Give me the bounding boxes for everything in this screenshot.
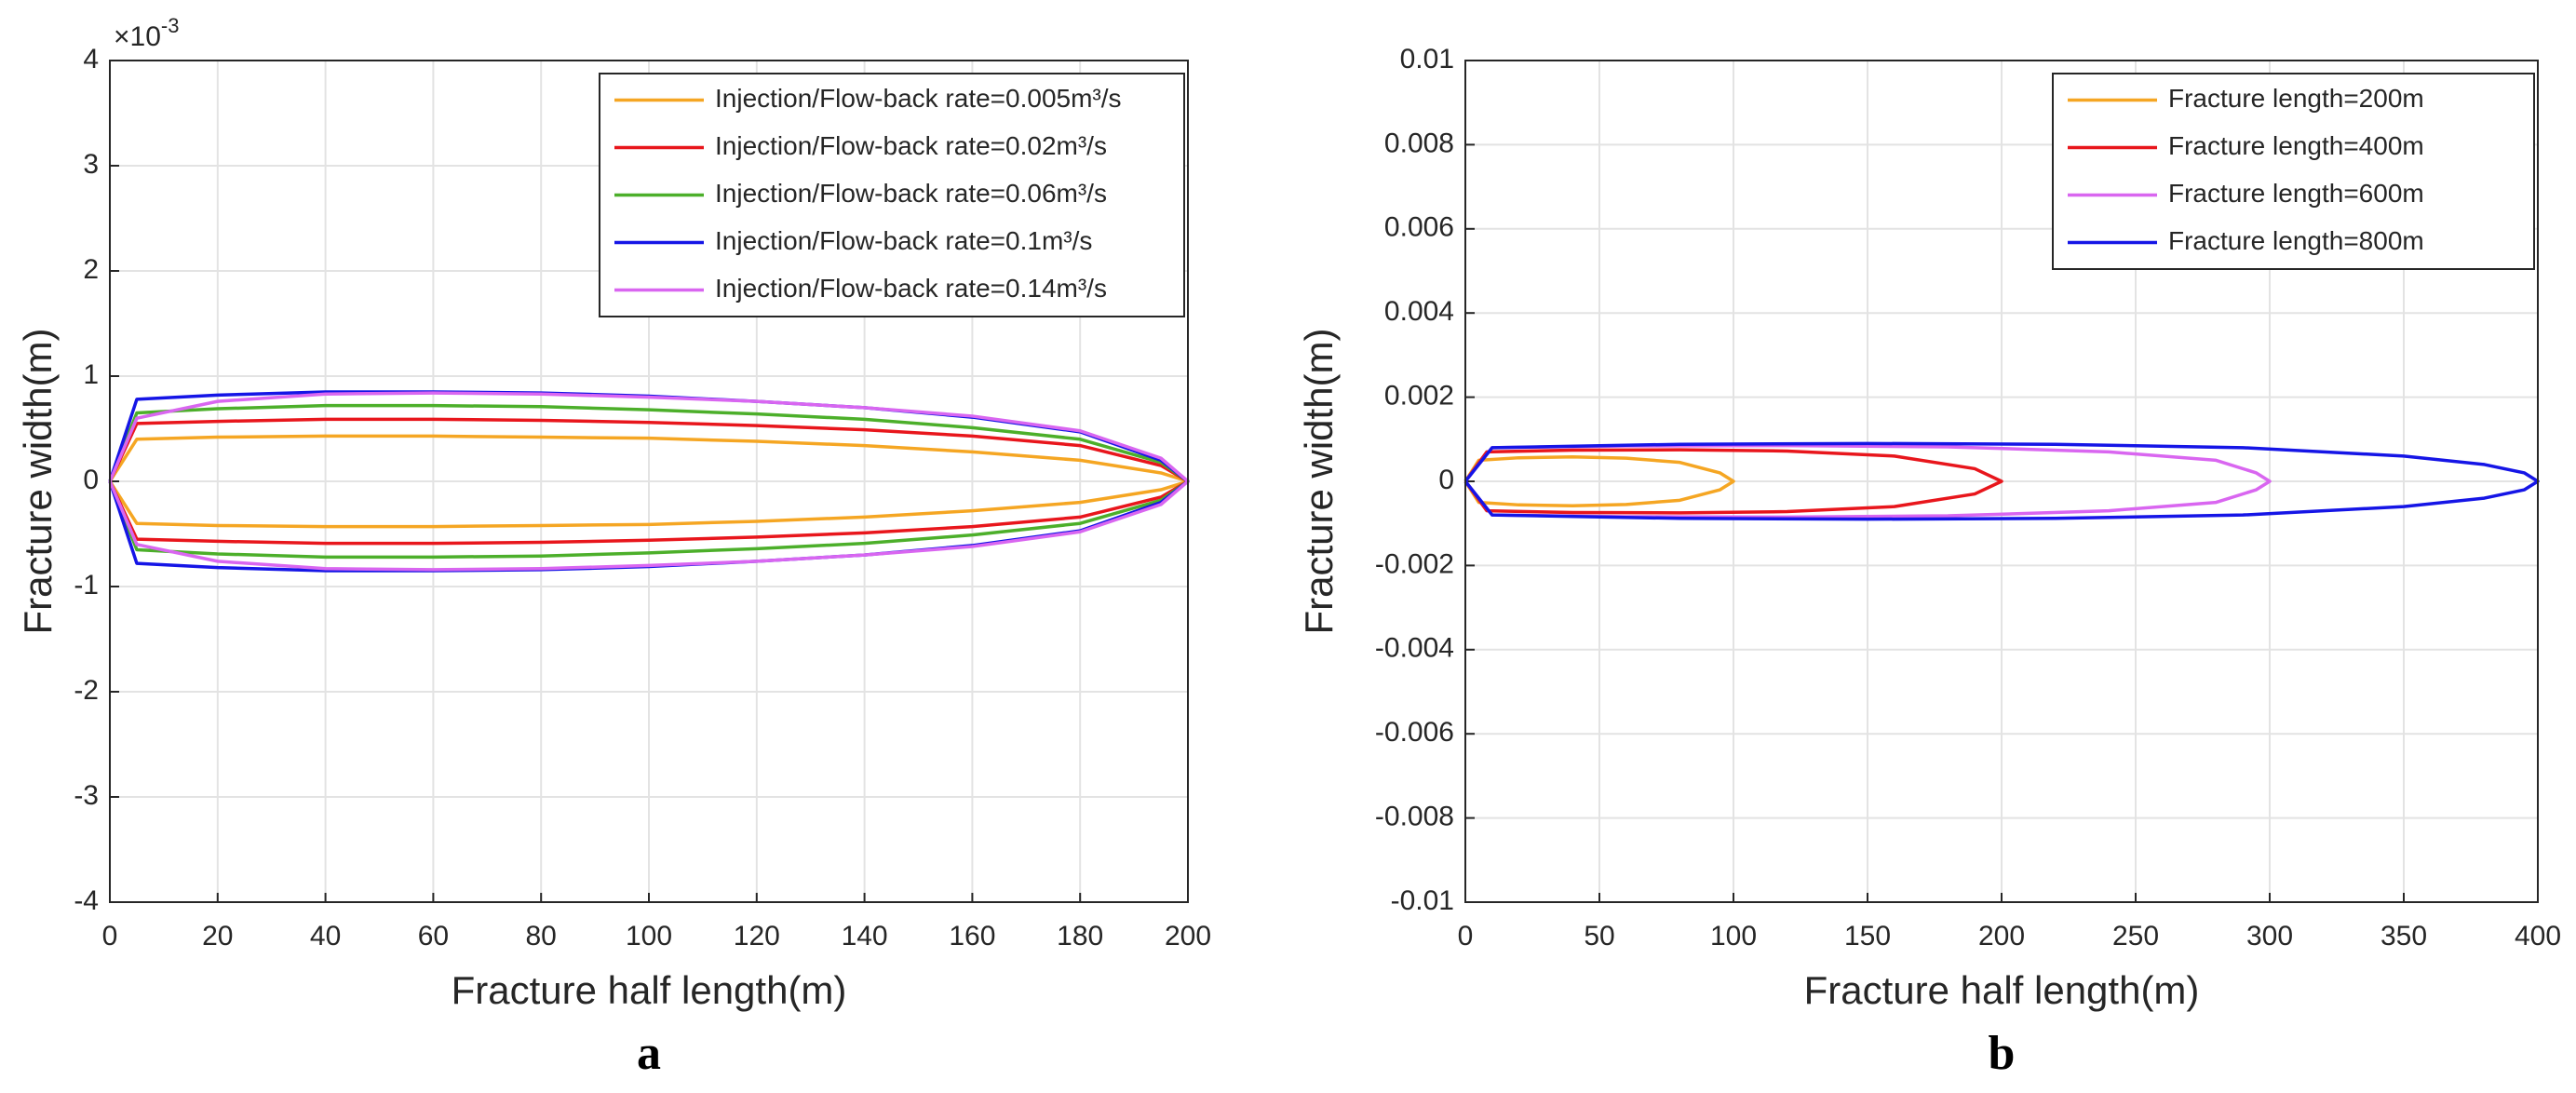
x-tick-label: 40: [310, 921, 341, 951]
y-tick-label: -4: [74, 885, 99, 916]
y-multiplier: ×10-3: [114, 14, 179, 52]
series-line: [1463, 448, 2003, 515]
legend-label: Injection/Flow-back rate=0.02m³/s: [715, 131, 1107, 160]
x-tick-label: 140: [842, 921, 888, 951]
x-tick-label: 80: [526, 921, 557, 951]
y-tick-label: -3: [74, 780, 99, 811]
x-axis-label: Fracture half length(m): [1804, 968, 2200, 1012]
subplot-label: a: [637, 1027, 661, 1080]
y-multiplier-base: ×10: [114, 21, 161, 52]
y-tick-label: -0.01: [1391, 885, 1454, 916]
subplot-label: b: [1989, 1027, 2016, 1080]
y-tick-label: -2: [74, 675, 99, 706]
series-line: [1463, 443, 2272, 520]
legend-label: Fracture length=600m: [2168, 179, 2424, 208]
legend-label: Injection/Flow-back rate=0.1m³/s: [715, 226, 1092, 255]
x-axis-label: Fracture half length(m): [452, 968, 847, 1012]
x-tick-label: 120: [734, 921, 780, 951]
x-tick-label: 20: [202, 921, 233, 951]
y-tick-label: 2: [83, 254, 99, 285]
axes-box: [1464, 60, 2539, 903]
y-tick-label: -1: [74, 570, 99, 600]
legend-label: Injection/Flow-back rate=0.005m³/s: [715, 84, 1122, 113]
y-tick-label: 0.01: [1400, 44, 1454, 74]
y-tick-label: -0.006: [1375, 717, 1454, 748]
y-multiplier-exponent: -3: [161, 14, 180, 37]
y-tick-label: 0.002: [1384, 381, 1454, 412]
x-tick-label: 50: [1584, 921, 1614, 951]
x-tick-label: 250: [2112, 921, 2159, 951]
x-tick-label: 150: [1844, 921, 1891, 951]
series-line: [1463, 455, 1735, 507]
legend-label: Fracture length=200m: [2168, 84, 2424, 113]
legend-label: Fracture length=800m: [2168, 226, 2424, 255]
y-axis-label: Fracture width(m): [16, 328, 60, 634]
y-tick-label: 0.004: [1384, 296, 1454, 327]
y-tick-label: -0.002: [1375, 548, 1454, 579]
x-tick-label: 100: [626, 921, 672, 951]
x-tick-label: 200: [1165, 921, 1211, 951]
x-tick-label: 400: [2515, 921, 2561, 951]
legend-label: Fracture length=400m: [2168, 131, 2424, 160]
y-tick-label: 0.006: [1384, 212, 1454, 243]
legend-label: Injection/Flow-back rate=0.06m³/s: [715, 179, 1107, 208]
y-tick-label: 0: [1438, 465, 1454, 495]
x-tick-label: 100: [1710, 921, 1757, 951]
x-tick-label: 0: [102, 921, 118, 951]
x-tick-label: 160: [949, 921, 995, 951]
y-tick-label: 0: [83, 465, 99, 495]
axes-box: [109, 60, 1189, 903]
x-tick-label: 300: [2246, 921, 2293, 951]
legend-label: Injection/Flow-back rate=0.14m³/s: [715, 274, 1107, 303]
x-tick-label: 180: [1057, 921, 1103, 951]
x-tick-label: 60: [418, 921, 449, 951]
y-tick-label: 3: [83, 149, 99, 180]
y-tick-label: 1: [83, 359, 99, 390]
y-tick-label: -0.008: [1375, 802, 1454, 832]
y-tick-label: 0.008: [1384, 128, 1454, 158]
legend-box: [2052, 73, 2535, 270]
y-tick-label: -0.004: [1375, 633, 1454, 664]
x-tick-label: 0: [1458, 921, 1474, 951]
y-axis-label: Fracture width(m): [1297, 328, 1341, 634]
x-tick-label: 350: [2380, 921, 2427, 951]
x-tick-label: 200: [1978, 921, 2025, 951]
y-tick-label: 4: [83, 44, 99, 74]
